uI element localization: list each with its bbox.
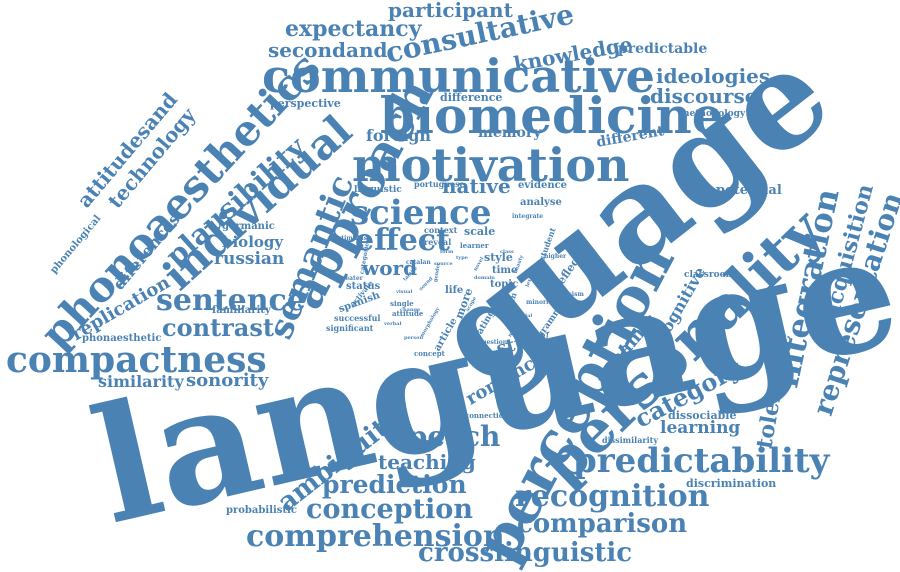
word-scale: scale xyxy=(464,225,496,238)
word-science: science xyxy=(350,193,492,233)
word-form: form xyxy=(440,249,454,255)
word-effect: effect xyxy=(355,223,450,258)
word-discourse: discourse xyxy=(650,84,758,108)
word-question: question xyxy=(478,339,508,346)
word-contrast: contrast xyxy=(162,313,274,342)
word-attitude: attitude xyxy=(392,309,424,318)
word-domain: domain xyxy=(474,275,495,281)
word-probabilistic: probabilistic xyxy=(226,505,297,516)
word-context: context xyxy=(424,225,458,235)
word-speech: speech xyxy=(392,420,501,453)
word-methodology: methodology xyxy=(680,109,746,119)
word-time: time xyxy=(492,265,518,276)
word-motivation: motivation xyxy=(352,138,630,192)
word-secondand: secondand xyxy=(268,38,388,62)
word-expectancy: expectancy xyxy=(285,16,422,42)
word-source: source xyxy=(434,261,453,267)
word-familiarity: familiarity xyxy=(212,305,271,316)
word-potential: potential xyxy=(716,183,782,198)
word-learner: learner xyxy=(460,241,489,250)
word-learning: learning xyxy=(660,418,741,438)
word-aesthetic: aesthetic xyxy=(480,361,511,368)
word-russian: russian xyxy=(214,249,285,269)
word-dissociable: dissociable xyxy=(668,409,737,422)
word-minority: minority xyxy=(526,299,555,306)
word-classroom: classroom xyxy=(684,270,736,280)
word-change: change xyxy=(400,307,421,313)
word-single: single xyxy=(390,299,414,308)
word-comparison: comparison xyxy=(517,509,688,539)
word-integrate: integrate xyxy=(512,213,544,220)
word-difference: difference xyxy=(440,91,503,104)
word-visual: visual xyxy=(396,289,413,295)
word-greater: greater xyxy=(338,275,363,282)
word-stimulus: stimulus xyxy=(338,235,368,242)
word-crosslinguistic: crosslinguistic xyxy=(418,538,633,568)
word-evidence: evidence xyxy=(518,180,568,191)
word-significant: significant xyxy=(326,323,374,333)
word-prediction: prediction xyxy=(322,470,467,499)
word-person: person xyxy=(404,335,424,341)
word-participant: participant xyxy=(388,0,513,22)
word-topic: topic xyxy=(490,279,519,290)
word-similarity: similarity xyxy=(98,372,184,391)
word-analyse: analyse xyxy=(520,197,562,208)
word-foreign: foreign xyxy=(366,126,432,145)
word-sonority: sonority xyxy=(186,370,269,391)
word-class: class xyxy=(500,249,514,255)
word-connection: connection xyxy=(465,411,509,420)
word-portuguese: portuguese xyxy=(414,179,465,189)
word-catalan: catalan xyxy=(406,259,431,266)
word-sentence: sentence xyxy=(156,283,306,318)
word-linguistic: linguistic xyxy=(354,185,402,195)
word-perspective: perspective xyxy=(270,97,341,110)
word-type: type xyxy=(456,255,468,261)
word-reveal: reveal xyxy=(424,237,452,247)
word-social: social xyxy=(516,313,533,319)
word-biology: biology xyxy=(222,233,284,251)
word-ideologies: ideologies xyxy=(656,64,771,88)
word-native: native xyxy=(442,174,511,198)
word-memory: memory xyxy=(478,125,542,141)
word-recognition: recognition xyxy=(515,479,710,514)
word-higher: higher xyxy=(544,253,567,260)
word-style: style xyxy=(484,251,513,264)
word-verbal: verbal xyxy=(384,321,402,327)
word-concept: concept xyxy=(414,349,445,358)
word-feature: feature xyxy=(478,349,503,356)
word-biomedicine: biomedicine xyxy=(380,86,724,145)
word-comprehension: comprehension xyxy=(246,519,505,554)
word-successful: successful xyxy=(334,313,381,323)
word-word: word xyxy=(362,256,418,280)
word-predictability: predictability xyxy=(573,441,830,481)
word-teaching: teaching xyxy=(378,450,476,474)
word-dissimilarity: dissimilarity xyxy=(602,435,659,445)
word-germanic: germanic xyxy=(222,221,275,232)
word-phonaesthetic: phonaesthetic xyxy=(82,333,162,344)
word-discrimination: discrimination xyxy=(686,477,777,490)
word-life: life xyxy=(445,285,464,296)
word-conception: conception xyxy=(306,494,473,525)
word-compactness: compactness xyxy=(6,339,267,381)
word-criticism: criticism xyxy=(554,291,584,298)
word-predictable: predictable xyxy=(618,41,708,57)
word-status: status xyxy=(346,281,381,292)
word-communicative: communicative xyxy=(262,49,655,103)
